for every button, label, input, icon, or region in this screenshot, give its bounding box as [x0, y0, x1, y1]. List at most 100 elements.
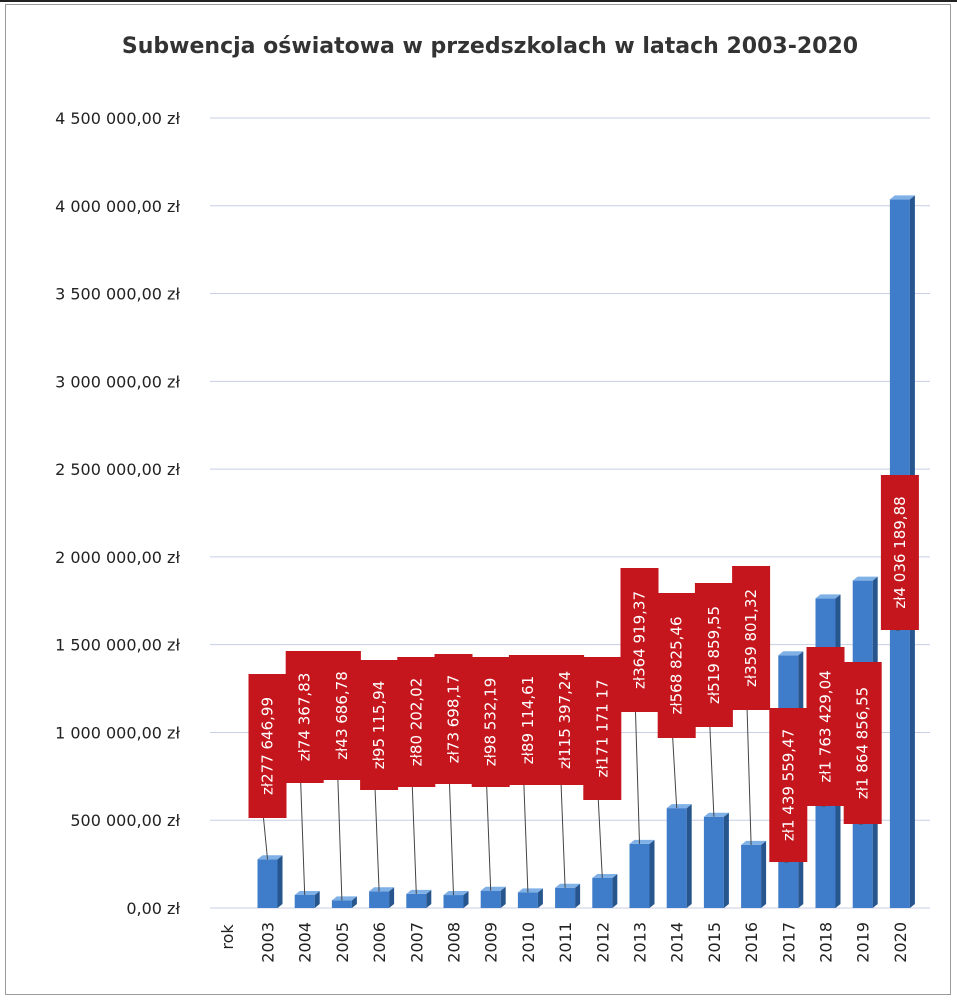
svg-text:zł89 114,61: zł89 114,61	[519, 676, 537, 764]
bar	[406, 889, 432, 908]
y-tick-label: 1 500 000,00 zł	[55, 636, 180, 655]
data-label: zł277 646,99	[248, 674, 287, 818]
data-label: zł73 698,17	[434, 654, 473, 784]
bar	[257, 855, 283, 908]
data-label: zł1 763 429,04	[806, 647, 845, 806]
x-tick-label: 2009	[482, 922, 501, 963]
y-axis-ticks: 0,00 zł 500 000,00 zł 1 000 000,00 zł 1 500…	[55, 109, 180, 918]
svg-text:zł359 801,32: zł359 801,32	[742, 589, 760, 687]
data-label: zł4 036 189,88	[880, 475, 919, 630]
svg-text:zł1 864 856,55: zł1 864 856,55	[854, 687, 872, 799]
data-label: zł1 864 856,55	[843, 662, 882, 824]
svg-text:zł115 397,24: zł115 397,24	[556, 671, 574, 769]
x-tick-label: 2016	[742, 922, 761, 963]
x-tick-label: 2014	[668, 922, 687, 963]
leader-line	[672, 737, 678, 809]
x-tick-label: 2006	[370, 922, 389, 963]
leader-line	[300, 782, 306, 895]
y-tick-label: 3 500 000,00 zł	[55, 285, 180, 304]
leader-line	[263, 817, 268, 860]
leader-line	[560, 784, 566, 888]
leader-line	[449, 783, 454, 896]
bar	[555, 883, 581, 908]
svg-text:zł4 036 189,88: zł4 036 189,88	[891, 496, 909, 608]
bar	[443, 891, 469, 908]
leader-line	[337, 779, 343, 901]
data-label: zł89 114,61	[508, 655, 547, 785]
bar	[741, 840, 767, 908]
leader-line	[374, 789, 380, 892]
x-tick-label: 2018	[817, 922, 836, 963]
svg-text:zł1 763 429,04: zł1 763 429,04	[817, 670, 835, 782]
bar	[517, 888, 543, 908]
data-label: zł364 919,37	[620, 568, 659, 712]
x-tick-label: 2003	[259, 922, 278, 963]
data-label: zł519 859,55	[694, 583, 733, 727]
x-tick-label: 2015	[705, 922, 724, 963]
data-label: zł43 686,78	[322, 651, 361, 780]
y-tick-label: 3 000 000,00 zł	[55, 372, 180, 391]
bar	[666, 804, 692, 908]
top-rule	[0, 0, 957, 2]
x-tick-label: 2010	[519, 922, 538, 963]
x-axis-ticks: 2003 2004 2005 2006 2007 2008 2009 2010 2011 2012…	[259, 922, 910, 963]
y-tick-label: 4 000 000,00 zł	[55, 197, 180, 216]
data-label: zł98 532,19	[471, 657, 510, 787]
y-tick-label: 1 000 000,00 zł	[55, 723, 180, 742]
bar	[629, 839, 655, 908]
x-tick-label: 2019	[854, 922, 873, 963]
svg-text:zł98 532,19: zł98 532,19	[482, 678, 500, 766]
data-label: zł359 801,32	[732, 566, 771, 710]
data-label: zł80 202,02	[397, 657, 436, 787]
x-tick-label: 2007	[407, 922, 426, 963]
svg-text:zł277 646,99: zł277 646,99	[259, 697, 277, 795]
y-tick-label: 0,00 zł	[126, 899, 180, 918]
bar	[369, 887, 395, 908]
y-tick-label: 500 000,00 zł	[70, 811, 180, 830]
y-tick-label: 2 500 000,00 zł	[55, 460, 180, 479]
bar	[592, 873, 618, 908]
svg-text:zł1 439 559,47: zł1 439 559,47	[779, 729, 797, 841]
svg-text:zł80 202,02: zł80 202,02	[407, 678, 425, 766]
x-tick-label: 2008	[445, 922, 464, 963]
bar	[703, 812, 729, 908]
leader-line	[486, 786, 492, 891]
y-tick-label: 4 500 000,00 zł	[55, 109, 180, 128]
leader-line	[635, 711, 640, 844]
data-label: zł568 825,46	[657, 593, 696, 738]
bar	[294, 890, 320, 908]
data-labels: zł277 646,99 zł74 367,83 zł43 686,78 zł95 1…	[248, 475, 919, 862]
leader-line	[411, 786, 417, 894]
svg-text:zł73 698,17: zł73 698,17	[445, 675, 463, 763]
x-axis-label: rok	[218, 924, 237, 950]
data-label: zł115 397,24	[546, 655, 585, 785]
chart-frame	[5, 4, 951, 995]
leader-line	[746, 709, 752, 845]
leader-lines	[263, 629, 900, 901]
y-tick-label: 2 000 000,00 zł	[55, 548, 180, 567]
svg-text:zł74 367,83: zł74 367,83	[296, 673, 314, 761]
x-tick-label: 2005	[333, 922, 352, 963]
chart-title: Subwencja oświatowa w przedszkolach w la…	[122, 34, 858, 59]
data-label: zł95 115,94	[360, 660, 399, 790]
x-tick-label: 2020	[891, 922, 910, 963]
x-tick-label: 2017	[779, 922, 798, 963]
data-label: zł1 439 559,47	[769, 708, 808, 862]
svg-text:zł171 171 17: zł171 171 17	[593, 679, 611, 777]
data-label: zł74 367,83	[285, 651, 324, 783]
leader-line	[597, 799, 603, 878]
svg-text:zł568 825,46: zł568 825,46	[668, 616, 686, 714]
bar	[331, 896, 357, 908]
bar	[480, 886, 506, 908]
svg-text:zł519 859,55: zł519 859,55	[705, 606, 723, 704]
svg-text:zł43 686,78: zł43 686,78	[333, 671, 351, 759]
data-label: zł171 171 17	[583, 657, 622, 800]
svg-text:zł95 115,94: zł95 115,94	[370, 681, 388, 769]
leader-line	[523, 784, 529, 893]
svg-text:zł364 919,37: zł364 919,37	[631, 591, 649, 689]
x-tick-label: 2013	[631, 922, 650, 963]
x-tick-label: 2012	[593, 922, 612, 963]
x-tick-label: 2004	[296, 922, 315, 963]
leader-line	[709, 726, 715, 817]
